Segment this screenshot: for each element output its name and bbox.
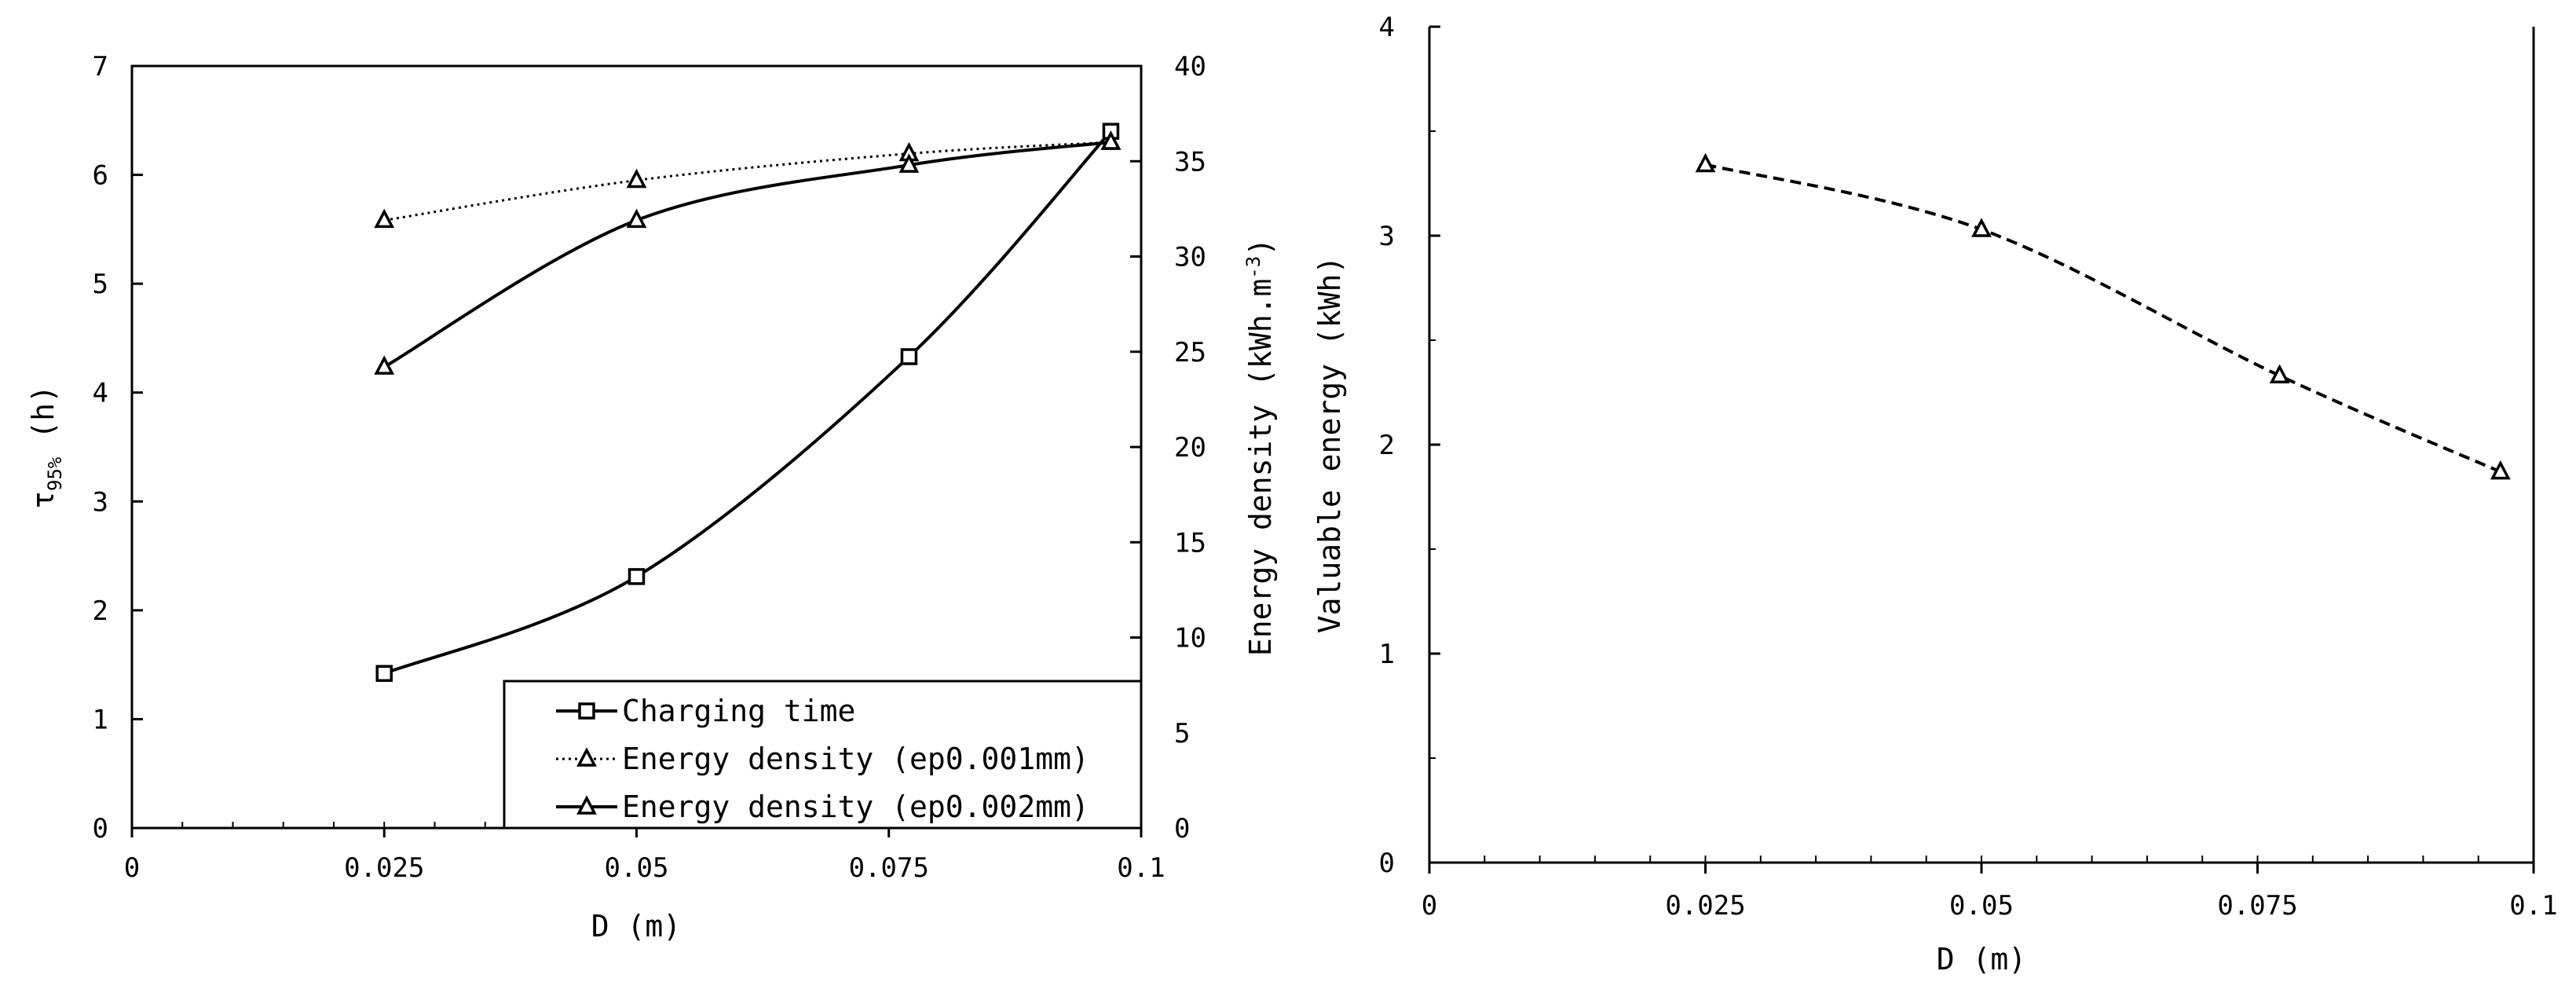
y-axis-title-right: Energy density (kWh.m-3) <box>1242 238 1278 656</box>
valuable-energy-point <box>2490 460 2511 480</box>
y-tick-label: 1 <box>1379 639 1395 670</box>
x-tick-label: 0.075 <box>2217 890 2297 922</box>
data-point-2 <box>374 355 395 375</box>
data-point-0 <box>628 568 646 585</box>
y-right-tick-label: 30 <box>1174 242 1206 273</box>
y-right-tick-label: 20 <box>1174 432 1206 464</box>
y-right-tick-label: 35 <box>1174 146 1206 178</box>
x-tick-label: 0 <box>124 852 140 884</box>
data-point-0 <box>900 348 918 365</box>
y-right-tick-label: 0 <box>1174 813 1190 845</box>
y-axis-title-left: τ95% (h) <box>26 385 66 509</box>
y-tick-label: 3 <box>1379 221 1395 252</box>
y-left-tick-label: 2 <box>93 595 108 627</box>
x-tick-label: 0.025 <box>1665 890 1745 922</box>
y-right-tick-label: 5 <box>1174 718 1190 749</box>
legend-marker-2 <box>576 795 597 815</box>
valuable-energy-point <box>1971 218 1992 237</box>
y-left-title-unit: (h) <box>26 385 60 457</box>
legend-marker-0 <box>578 702 595 720</box>
legend-box <box>503 680 1143 830</box>
legend-label-0: Charging time <box>622 694 855 728</box>
y-right-tick-label: 40 <box>1174 51 1206 82</box>
x-tick-label: 0.05 <box>605 852 669 884</box>
series-line-2 <box>383 141 1111 368</box>
y-left-tick-label: 6 <box>93 160 108 192</box>
y-right-tick-label: 15 <box>1174 527 1206 559</box>
x-axis-title-right-chart: D (m) <box>1937 942 2026 977</box>
y-axis-title-right-chart: Valuable energy (kWh) <box>1312 256 1347 633</box>
data-point-1 <box>626 168 647 189</box>
valuable-energy-point <box>1695 152 1716 173</box>
legend-marker-1 <box>576 747 597 767</box>
y-left-tick-label: 3 <box>93 486 108 518</box>
data-point-0 <box>375 665 393 682</box>
data-point-2 <box>626 208 647 229</box>
y-right-tick-label: 10 <box>1174 623 1206 654</box>
valuable-energy-line <box>1705 163 2501 474</box>
x-tick-label: 0.075 <box>849 852 929 884</box>
y-left-tick-label: 4 <box>93 378 108 409</box>
x-tick-label: 0.1 <box>1117 852 1165 884</box>
data-point-2 <box>898 153 920 173</box>
y-tick-label: 4 <box>1379 12 1395 43</box>
valuable-energy-point <box>2269 364 2290 383</box>
x-tick-label: 0 <box>1422 890 1437 922</box>
y-tick-label: 2 <box>1379 430 1395 461</box>
y-left-tick-label: 5 <box>93 269 108 300</box>
y-left-tick-label: 1 <box>93 704 108 735</box>
chart-charging-time-energy-density: 0 0.025 0.05 0.075 0.1 0 1 2 3 4 5 6 7 0 5 10 15 20 25 30 35… <box>26 51 1278 944</box>
x-tick-label: 0.025 <box>344 852 424 884</box>
y-right-title-main: Energy density (kWh.m <box>1243 279 1278 656</box>
data-point-2 <box>1100 130 1122 150</box>
y-right-title-close: ) <box>1243 238 1278 256</box>
y-left-title-base: τ <box>26 491 60 509</box>
data-point-1 <box>374 208 395 229</box>
legend-label-1: Energy density (ep0.001mm) <box>622 742 1089 776</box>
x-tick-label: 0.1 <box>2509 890 2557 922</box>
y-right-tick-label: 25 <box>1174 337 1206 368</box>
y-left-tick-label: 7 <box>93 51 108 82</box>
x-axis-title-left: D (m) <box>591 909 681 944</box>
y-tick-label: 0 <box>1379 848 1395 879</box>
y-right-title-sup: -3 <box>1242 256 1264 279</box>
y-left-tick-label: 0 <box>93 813 108 845</box>
y-left-title-sub: 95% <box>44 456 66 491</box>
legend: Charging time Energy density (ep0.001mm) E… <box>503 680 1143 830</box>
legend-label-2: Energy density (ep0.002mm) <box>622 790 1089 824</box>
chart-valuable-energy: 0 0.025 0.05 0.075 0.1 0 1 2 3 4 D (m) Valuable e… <box>1312 12 2558 977</box>
x-tick-label: 0.05 <box>1949 890 2014 922</box>
series-line-0 <box>383 130 1112 676</box>
